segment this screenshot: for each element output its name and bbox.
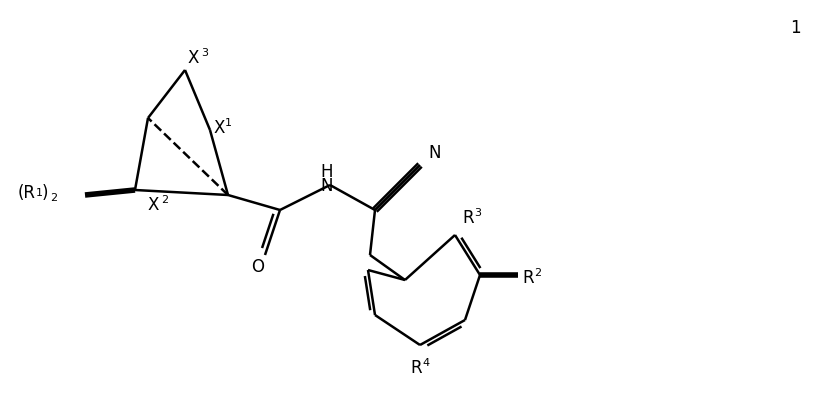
Text: R: R [410,359,422,377]
Text: 2: 2 [161,195,168,205]
Text: ): ) [42,184,49,202]
Text: X: X [148,196,159,214]
Text: X: X [213,119,224,137]
Text: O: O [252,258,265,276]
Text: 4: 4 [422,358,429,368]
Text: 1: 1 [790,19,800,37]
Text: 3: 3 [201,48,208,58]
Text: R: R [462,209,474,227]
Text: N: N [321,177,333,195]
Text: 1: 1 [225,118,232,128]
Text: H: H [321,163,333,181]
Text: N: N [428,144,441,162]
Text: R: R [522,269,534,287]
Text: 2: 2 [534,268,541,278]
Text: X: X [188,49,200,67]
Text: 2: 2 [50,193,57,203]
Text: (R: (R [18,184,36,202]
Text: 1: 1 [36,188,43,198]
Text: 3: 3 [474,208,481,218]
